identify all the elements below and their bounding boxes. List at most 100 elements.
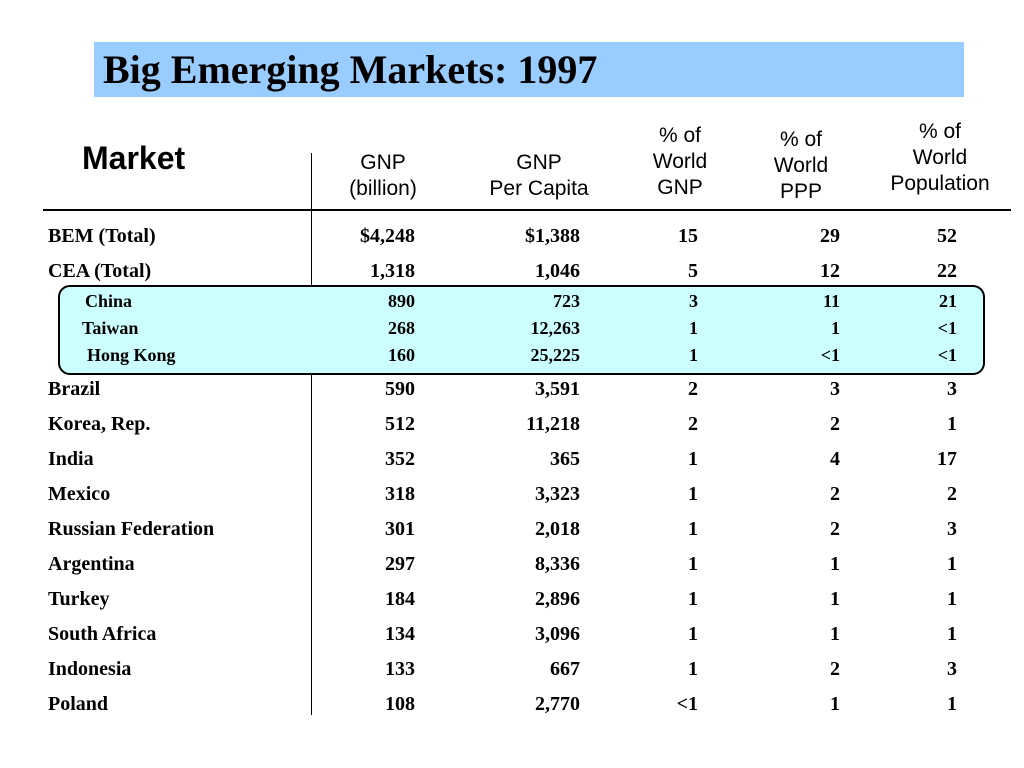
value-cell: 2 (688, 413, 698, 435)
value-cell: 11 (822, 291, 840, 311)
value-cell: 301 (385, 518, 415, 540)
value-cell: 52 (937, 225, 957, 247)
value-cell: 3 (947, 378, 957, 400)
value-cell: 1 (830, 588, 840, 610)
value-cell: $4,248 (360, 225, 415, 247)
market-name-cell: Brazil (48, 378, 101, 400)
value-cell: 2 (830, 658, 840, 680)
value-cell: 1 (688, 483, 698, 505)
market-name-cell: Mexico (48, 483, 111, 505)
value-cell: 29 (820, 225, 840, 247)
column-divider (311, 153, 312, 715)
value-cell: 3 (830, 378, 840, 400)
value-cell: 2,770 (535, 693, 580, 715)
value-cell: 297 (385, 553, 415, 575)
value-cell: 133 (385, 658, 415, 680)
value-cell: 17 (937, 448, 957, 470)
market-name-cell: Indonesia (48, 658, 132, 680)
value-cell: 590 (385, 378, 415, 400)
value-cell: <1 (820, 345, 840, 365)
value-cell: 1,318 (370, 260, 415, 282)
page-title: Big Emerging Markets: 1997 (103, 47, 598, 92)
market-name-cell: Turkey (48, 588, 110, 610)
title-banner (94, 42, 964, 97)
value-cell: 108 (385, 693, 415, 715)
value-cell: 1 (688, 518, 698, 540)
value-cell: 184 (385, 588, 415, 610)
market-name-cell: BEM (Total) (48, 225, 156, 247)
value-cell: 1 (830, 553, 840, 575)
market-name-cell: Taiwan (82, 318, 139, 338)
pct-world-gnp-header: % of World GNP (652, 124, 708, 199)
market-name-cell: Korea, Rep. (48, 413, 151, 435)
value-cell: 25,225 (530, 345, 581, 365)
value-cell: 11,218 (526, 413, 580, 435)
value-cell: 723 (553, 291, 580, 311)
cea-highlight-box (58, 285, 985, 375)
value-cell: 3,591 (535, 378, 580, 400)
value-cell: 1 (947, 413, 957, 435)
value-cell: 512 (385, 413, 415, 435)
market-name-cell: China (85, 291, 133, 311)
value-cell: <1 (676, 693, 698, 715)
market-name-cell: Poland (48, 693, 109, 715)
gnp-billion-header: GNP (billion) (349, 151, 417, 200)
value-cell: 1,046 (535, 260, 580, 282)
value-cell: 1 (688, 448, 698, 470)
market-column-header: Market (82, 140, 186, 176)
value-cell: 3 (689, 291, 698, 311)
value-cell: 4 (830, 448, 840, 470)
value-cell: 1 (831, 318, 840, 338)
value-cell: $1,388 (525, 225, 580, 247)
market-name-cell: India (48, 448, 94, 470)
value-cell: 12 (820, 260, 840, 282)
value-cell: 21 (939, 291, 957, 311)
value-cell: 1 (688, 623, 698, 645)
market-name-cell: Argentina (48, 553, 135, 575)
value-cell: 12,263 (530, 318, 581, 338)
pct-world-population-header: % of World Population (890, 120, 990, 195)
value-cell: <1 (937, 345, 957, 365)
value-cell: 2 (830, 483, 840, 505)
value-cell: 365 (550, 448, 580, 470)
value-cell: 890 (388, 291, 415, 311)
market-name-cell: CEA (Total) (48, 260, 152, 282)
market-name-cell: Hong Kong (87, 345, 176, 365)
value-cell: 5 (688, 260, 698, 282)
value-cell: 22 (937, 260, 957, 282)
value-cell: 160 (388, 345, 415, 365)
value-cell: 352 (385, 448, 415, 470)
value-cell: 3 (947, 518, 957, 540)
value-cell: 1 (688, 658, 698, 680)
value-cell: 1 (688, 588, 698, 610)
value-cell: 3,096 (535, 623, 580, 645)
market-name-cell: South Africa (48, 623, 157, 645)
value-cell: 1 (947, 588, 957, 610)
value-cell: 3 (947, 658, 957, 680)
pct-world-ppp-header: % of World PPP (773, 128, 829, 203)
value-cell: 2 (830, 518, 840, 540)
value-cell: 667 (550, 658, 580, 680)
value-cell: 1 (947, 553, 957, 575)
value-cell: 1 (830, 693, 840, 715)
value-cell: 2,018 (535, 518, 580, 540)
market-name-cell: Russian Federation (48, 518, 215, 540)
gnp-per-capita-header: GNP Per Capita (489, 151, 589, 200)
value-cell: 1 (688, 553, 698, 575)
value-cell: 1 (947, 623, 957, 645)
value-cell: 268 (388, 318, 415, 338)
header-divider (43, 209, 1011, 211)
value-cell: 2 (830, 413, 840, 435)
value-cell: <1 (937, 318, 957, 338)
value-cell: 134 (385, 623, 415, 645)
value-cell: 2 (688, 378, 698, 400)
value-cell: 1 (689, 345, 698, 365)
value-cell: 1 (947, 693, 957, 715)
value-cell: 8,336 (535, 553, 580, 575)
value-cell: 2,896 (535, 588, 580, 610)
value-cell: 15 (678, 225, 698, 247)
value-cell: 2 (947, 483, 957, 505)
value-cell: 318 (385, 483, 415, 505)
value-cell: 1 (830, 623, 840, 645)
value-cell: 3,323 (535, 483, 580, 505)
